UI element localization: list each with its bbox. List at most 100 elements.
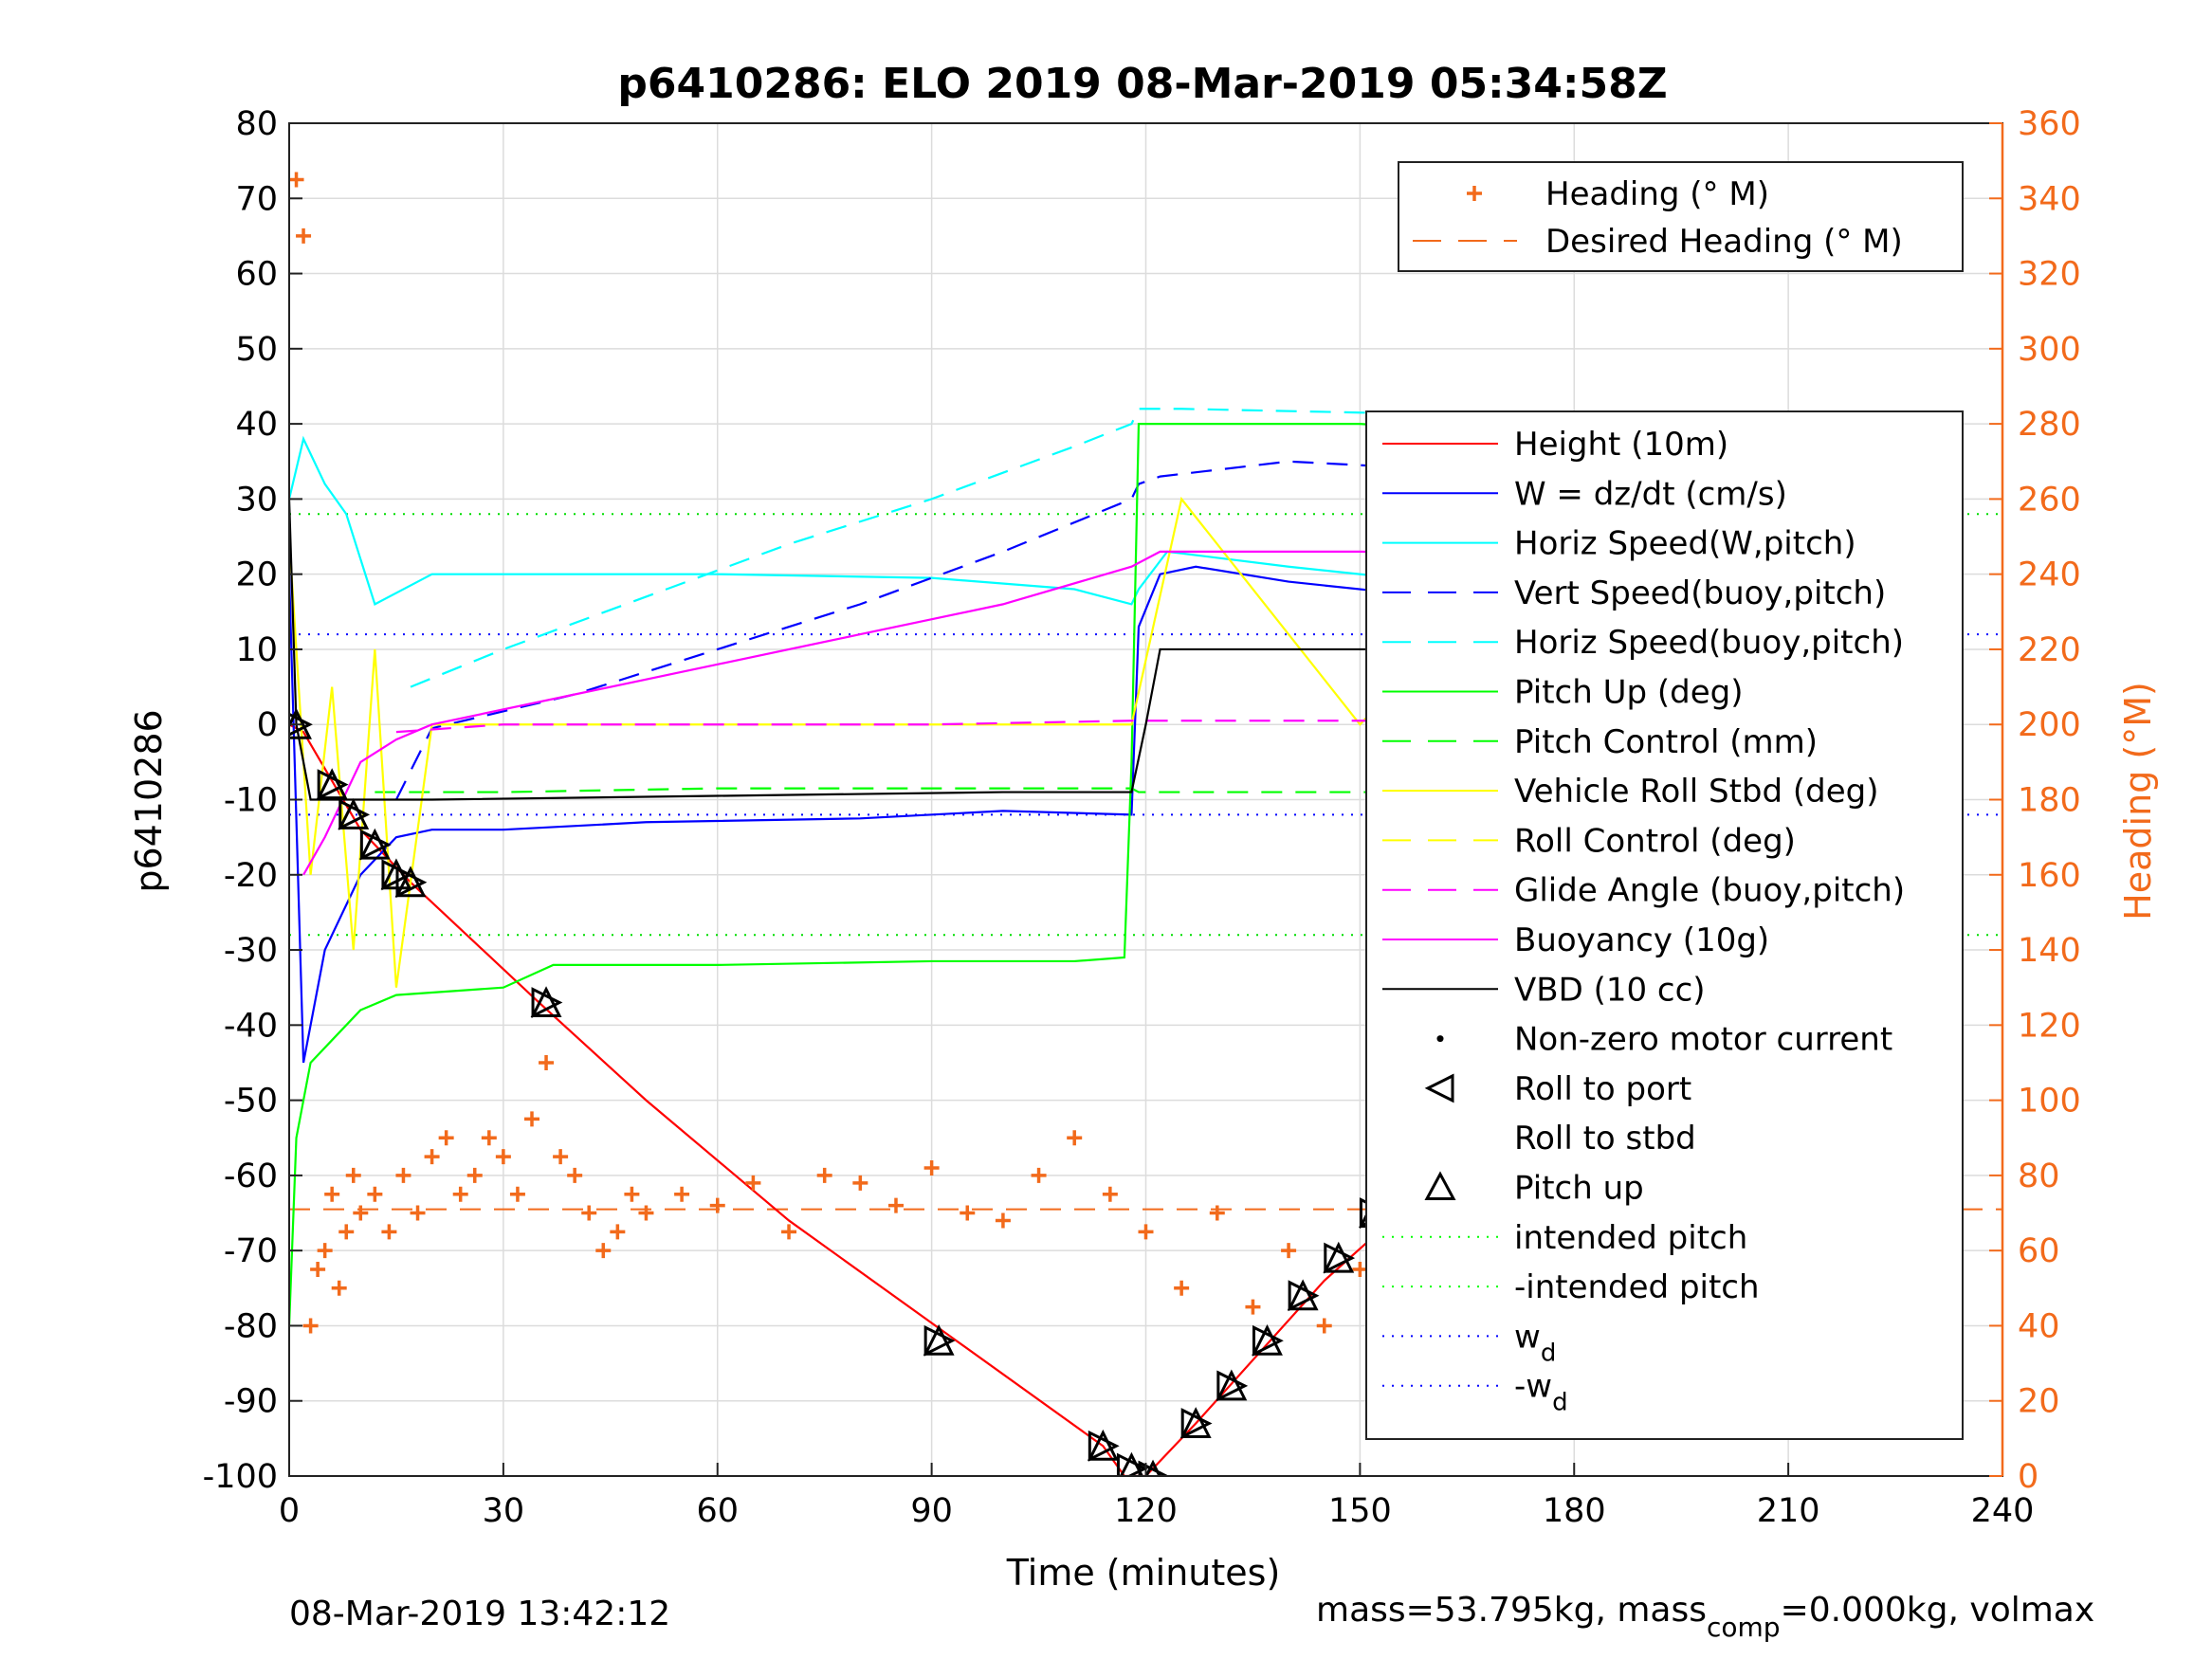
- legend-label-sub: d: [1552, 1389, 1568, 1417]
- y-right-tick-label: 20: [2018, 1383, 2060, 1421]
- roll-marker: [1288, 1280, 1320, 1312]
- heading-point: [553, 1149, 569, 1165]
- x-tick-label: 0: [279, 1492, 300, 1530]
- legend-label: Pitch up: [1514, 1170, 1644, 1208]
- x-tick-label: 240: [1971, 1492, 2035, 1530]
- heading-point: [1067, 1130, 1083, 1146]
- heading-point: [539, 1054, 555, 1070]
- legend-label: W = dz/dt (cm/s): [1514, 475, 1787, 513]
- y-right-tick-label: 340: [2018, 180, 2081, 218]
- legend-heading: Heading (° M) Desired Heading (° M): [1398, 161, 1964, 272]
- heading-point: [452, 1186, 468, 1202]
- heading-point: [509, 1186, 525, 1202]
- y-tick-label: 10: [235, 631, 278, 669]
- roll-marker: [338, 798, 371, 830]
- y-tick-label: -100: [203, 1458, 278, 1496]
- y-tick-label: -50: [224, 1083, 278, 1121]
- heading-point: [310, 1261, 326, 1277]
- heading-point: [324, 1186, 340, 1202]
- y-tick-label: 0: [257, 706, 278, 744]
- pitch-marker: [1179, 1407, 1212, 1439]
- heading-point: [1316, 1318, 1332, 1334]
- y-right-tick-label: 40: [2018, 1307, 2060, 1345]
- heading-point: [781, 1224, 797, 1240]
- heading-point: [338, 1224, 355, 1240]
- legend-label: Pitch Control (mm): [1514, 723, 1818, 761]
- heading-point: [481, 1130, 497, 1146]
- footer-right: mass=53.795kg, masscomp=0.000kg, volmax: [1316, 1591, 2094, 1643]
- roll-marker: [1324, 1242, 1356, 1274]
- legend-label: Pitch Up (deg): [1514, 674, 1743, 712]
- x-tick-label: 60: [696, 1492, 739, 1530]
- roll-marker: [395, 866, 428, 899]
- footer-left: 08-Mar-2019 13:42:12: [289, 1595, 670, 1633]
- heading-point: [624, 1186, 640, 1202]
- heading-point: [395, 1167, 411, 1183]
- y-right-tick-label: 300: [2018, 331, 2081, 369]
- heading-point: [1352, 1261, 1368, 1277]
- heading-point: [595, 1243, 612, 1259]
- pitch-marker: [358, 828, 391, 860]
- y-right-tick-label: 180: [2018, 782, 2081, 820]
- pitch-marker: [394, 866, 427, 898]
- heading-point: [1245, 1299, 1261, 1315]
- pitch-marker: [1287, 1279, 1319, 1311]
- y-tick-label: 20: [235, 556, 278, 594]
- heading-point: [289, 172, 304, 188]
- roll-marker: [317, 769, 349, 801]
- y-right-tick-label: 200: [2018, 706, 2081, 744]
- heading-point: [367, 1186, 383, 1202]
- heading-point: [581, 1205, 597, 1221]
- pitch-marker: [530, 986, 562, 1018]
- legend-main: Height (10m) W = dz/dt (cm/s) Horiz Speed(…: [1365, 410, 1964, 1440]
- heading-point: [638, 1205, 654, 1221]
- x-tick-label: 30: [483, 1492, 525, 1530]
- heading-point: [995, 1212, 1011, 1229]
- y-right-tick-label: 360: [2018, 105, 2081, 143]
- x-axis-ticks: 0 30 60 90 120 150 180 210 240: [279, 1463, 2035, 1530]
- y-right-tick-label: 320: [2018, 256, 2081, 294]
- legend-label: Horiz Speed(W,pitch): [1514, 525, 1856, 563]
- legend-heading-label: Heading (° M): [1545, 175, 1769, 213]
- pitch-marker: [338, 798, 370, 830]
- heading-point: [1174, 1280, 1190, 1296]
- y-tick-label: -80: [224, 1307, 278, 1345]
- x-tick-label: 210: [1757, 1492, 1820, 1530]
- y-right-tick-label: 0: [2018, 1458, 2038, 1496]
- legend-label: Roll to port: [1514, 1070, 1691, 1108]
- y-right-tick-label: 160: [2018, 857, 2081, 895]
- y-tick-label: 70: [235, 180, 278, 218]
- heading-point: [317, 1243, 333, 1259]
- heading-point: [816, 1167, 832, 1183]
- y-right-tick-label: 140: [2018, 932, 2081, 970]
- legend-label: VBD (10 cc): [1514, 971, 1706, 1009]
- heading-point: [887, 1197, 904, 1213]
- y-right-tick-label: 280: [2018, 406, 2081, 444]
- roll-marker: [359, 829, 392, 861]
- heading-point: [852, 1175, 868, 1191]
- legend-label: -intended pitch: [1514, 1268, 1760, 1306]
- roll-marker: [531, 987, 563, 1018]
- heading-point: [466, 1167, 483, 1183]
- heading-point: [523, 1111, 539, 1127]
- y-tick-label: -70: [224, 1232, 278, 1270]
- heading-point: [709, 1197, 725, 1213]
- y-tick-label: 40: [235, 406, 278, 444]
- y-tick-label: 80: [235, 105, 278, 143]
- legend-label: Glide Angle (buoy,pitch): [1514, 872, 1905, 910]
- y-axis-ticks: 80 70 60 50 40 30 20 10 0 -10 -20 -30 -40 -50 -60 -70 -8…: [203, 105, 302, 1496]
- pitch-marker: [1216, 1369, 1248, 1401]
- heading-point: [610, 1224, 626, 1240]
- roll-marker: [1088, 1430, 1120, 1462]
- heading-point: [960, 1205, 976, 1221]
- legend-label: Buoyancy (10g): [1514, 921, 1769, 959]
- y-tick-label: -40: [224, 1007, 278, 1045]
- heading-point: [410, 1205, 426, 1221]
- heading-point: [567, 1167, 583, 1183]
- footer-right-sub: comp: [1707, 1612, 1781, 1643]
- legend-heading-swatch: [1467, 186, 1482, 201]
- roll-marker: [923, 1324, 956, 1357]
- heading-point: [331, 1280, 347, 1296]
- y-tick-label: -30: [224, 932, 278, 970]
